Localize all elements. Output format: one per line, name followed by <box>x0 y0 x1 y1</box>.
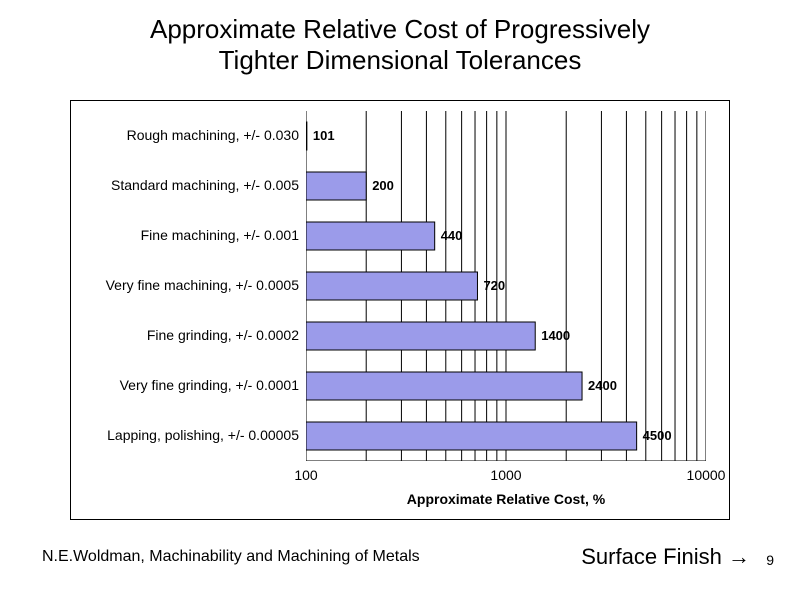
x-tick-label: 1000 <box>490 467 521 483</box>
value-label: 4500 <box>643 428 672 443</box>
bar <box>306 172 366 200</box>
category-label: Rough machining, +/- 0.030 <box>127 127 299 143</box>
category-label: Fine machining, +/- 0.001 <box>141 227 299 243</box>
value-label: 440 <box>441 228 463 243</box>
slide-title: Approximate Relative Cost of Progressive… <box>0 14 800 76</box>
next-link-text: Surface Finish <box>581 544 722 569</box>
bar-chart <box>306 111 706 461</box>
category-label: Lapping, polishing, +/- 0.00005 <box>107 427 299 443</box>
value-label: 2400 <box>588 378 617 393</box>
bar <box>306 222 435 250</box>
value-label: 1400 <box>541 328 570 343</box>
chart-container: Rough machining, +/- 0.030 Standard machi… <box>70 100 730 520</box>
value-label: 720 <box>483 278 505 293</box>
category-label: Very fine grinding, +/- 0.0001 <box>120 377 299 393</box>
x-axis-label: Approximate Relative Cost, % <box>306 491 706 507</box>
category-label: Standard machining, +/- 0.005 <box>111 177 299 193</box>
title-line-1: Approximate Relative Cost of Progressive… <box>150 14 650 44</box>
x-tick-label: 10000 <box>687 467 726 483</box>
next-link[interactable]: Surface Finish → <box>581 544 750 570</box>
arrow-right-icon: → <box>728 544 750 569</box>
title-line-2: Tighter Dimensional Tolerances <box>219 45 582 75</box>
bar <box>306 272 477 300</box>
x-tick-label: 100 <box>294 467 317 483</box>
bar <box>306 372 582 400</box>
bar <box>306 322 535 350</box>
value-label: 200 <box>372 178 394 193</box>
category-label: Fine grinding, +/- 0.0002 <box>147 327 299 343</box>
category-label: Very fine machining, +/- 0.0005 <box>106 277 299 293</box>
bar <box>306 422 637 450</box>
value-label: 101 <box>313 128 335 143</box>
chart-bars <box>306 122 637 450</box>
slide: Approximate Relative Cost of Progressive… <box>0 0 800 598</box>
page-number: 9 <box>766 552 774 568</box>
bar <box>306 122 307 150</box>
source-citation: N.E.Woldman, Machinability and Machining… <box>42 548 420 566</box>
